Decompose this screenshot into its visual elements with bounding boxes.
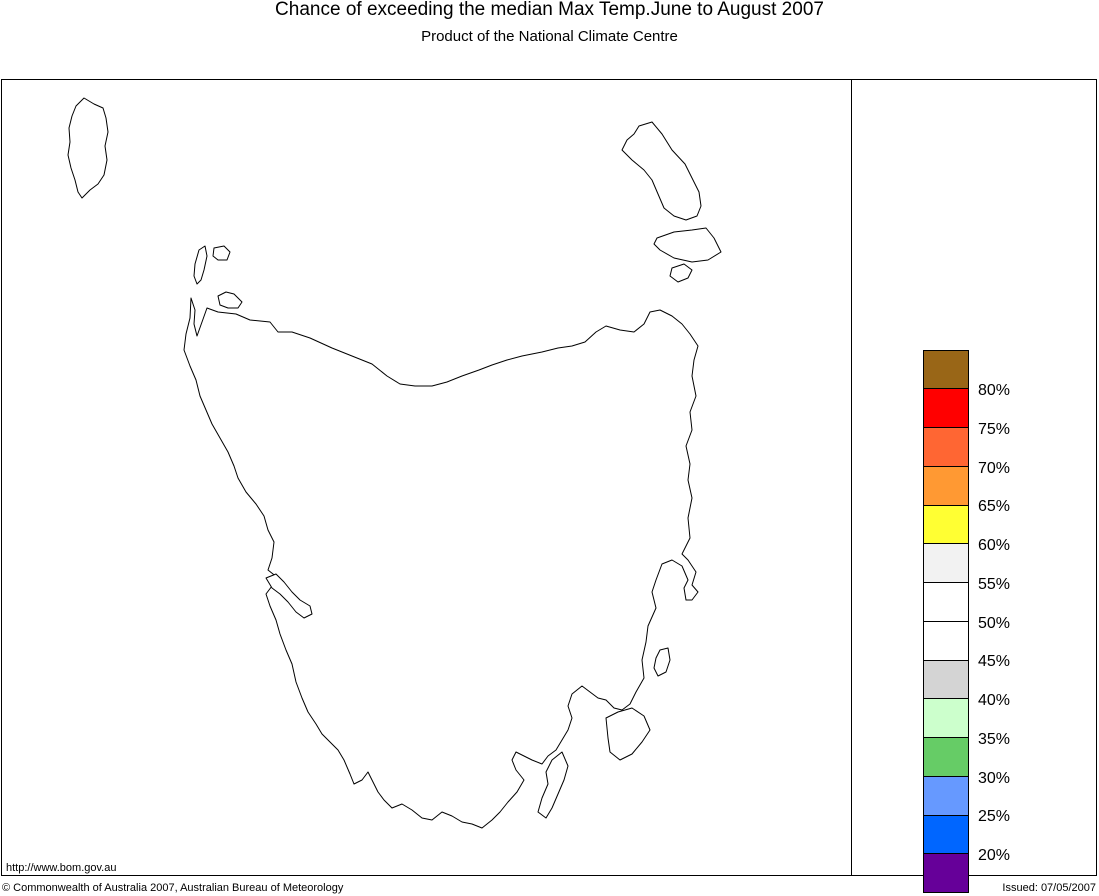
legend-swatch (923, 776, 969, 816)
legend-label: 75% (978, 421, 1011, 438)
tasman-peninsula-outline (605, 707, 651, 761)
clarke-island-outline (669, 263, 693, 283)
map-title: Chance of exceeding the median Max Temp.… (275, 0, 824, 20)
legend-label: 80% (978, 382, 1011, 399)
map-frame: 80% 75% 70% 65% 60% 55% 50% 45% 40% 35% … (1, 79, 1097, 893)
issued-date: Issued: 07/05/2007 (1002, 882, 1096, 894)
legend-swatch (923, 621, 969, 661)
tasmania-map (67, 97, 722, 829)
legend-swatch (923, 660, 969, 700)
legend-label: 30% (978, 770, 1011, 787)
map-subtitle: Product of the National Climate Centre (421, 28, 678, 45)
macquarie-harbour-outline (265, 573, 313, 619)
legend-swatch (923, 853, 969, 893)
source-url: http://www.bom.gov.au (6, 862, 117, 874)
bruny-island-outline (537, 751, 569, 819)
legend-label: 65% (978, 498, 1011, 515)
legend-swatch (923, 350, 969, 390)
tasmania-mainland-outline (183, 297, 699, 829)
legend-label: 70% (978, 460, 1011, 477)
hunter-island-outline (193, 245, 208, 285)
map-panel (2, 80, 852, 875)
legend-swatch (923, 388, 969, 428)
flinders-island-outline (621, 121, 702, 221)
cape-barren-island-outline (653, 227, 722, 263)
legend-label: 25% (978, 808, 1011, 825)
legend-swatch (923, 466, 969, 506)
maria-island-outline (653, 647, 671, 677)
robbins-island-outline (217, 291, 243, 309)
copyright-notice: © Commonwealth of Australia 2007, Austra… (2, 882, 344, 894)
legend-label: 50% (978, 615, 1011, 632)
legend-swatch (923, 505, 969, 545)
king-island-outline (67, 97, 109, 199)
legend-label: 40% (978, 692, 1011, 709)
legend-swatch (923, 815, 969, 855)
legend-label: 45% (978, 653, 1011, 670)
legend-swatch (923, 582, 969, 622)
legend-label: 35% (978, 731, 1011, 748)
legend-swatch (923, 543, 969, 583)
legend-swatch (923, 737, 969, 777)
legend-swatch (923, 427, 969, 467)
three-hummock-island-outline (212, 245, 231, 261)
legend-label: 55% (978, 576, 1011, 593)
legend-label: 60% (978, 537, 1011, 554)
legend-swatch (923, 698, 969, 738)
legend-label: 20% (978, 847, 1011, 864)
